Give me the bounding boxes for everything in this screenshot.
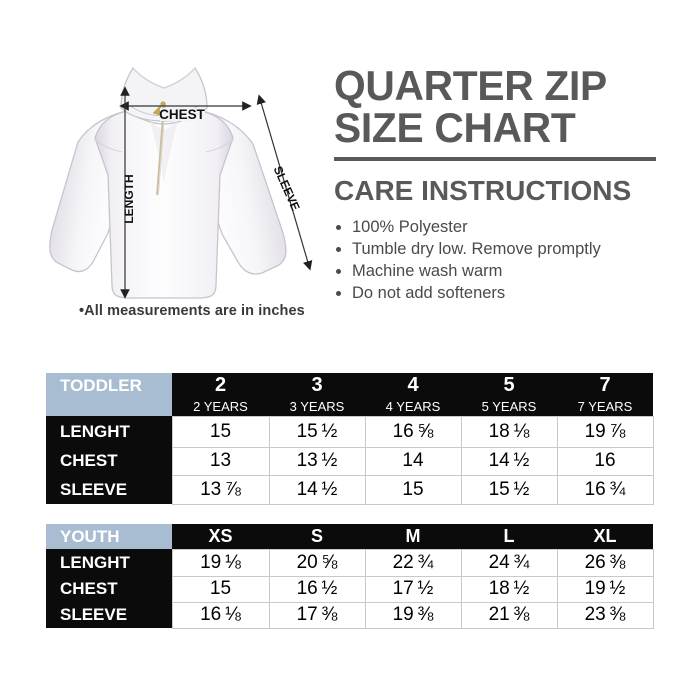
svg-text:LENGTH: LENGTH (122, 174, 136, 223)
svg-text:CHEST: CHEST (159, 107, 206, 122)
svg-text:SLEEVE: SLEEVE (271, 164, 303, 213)
